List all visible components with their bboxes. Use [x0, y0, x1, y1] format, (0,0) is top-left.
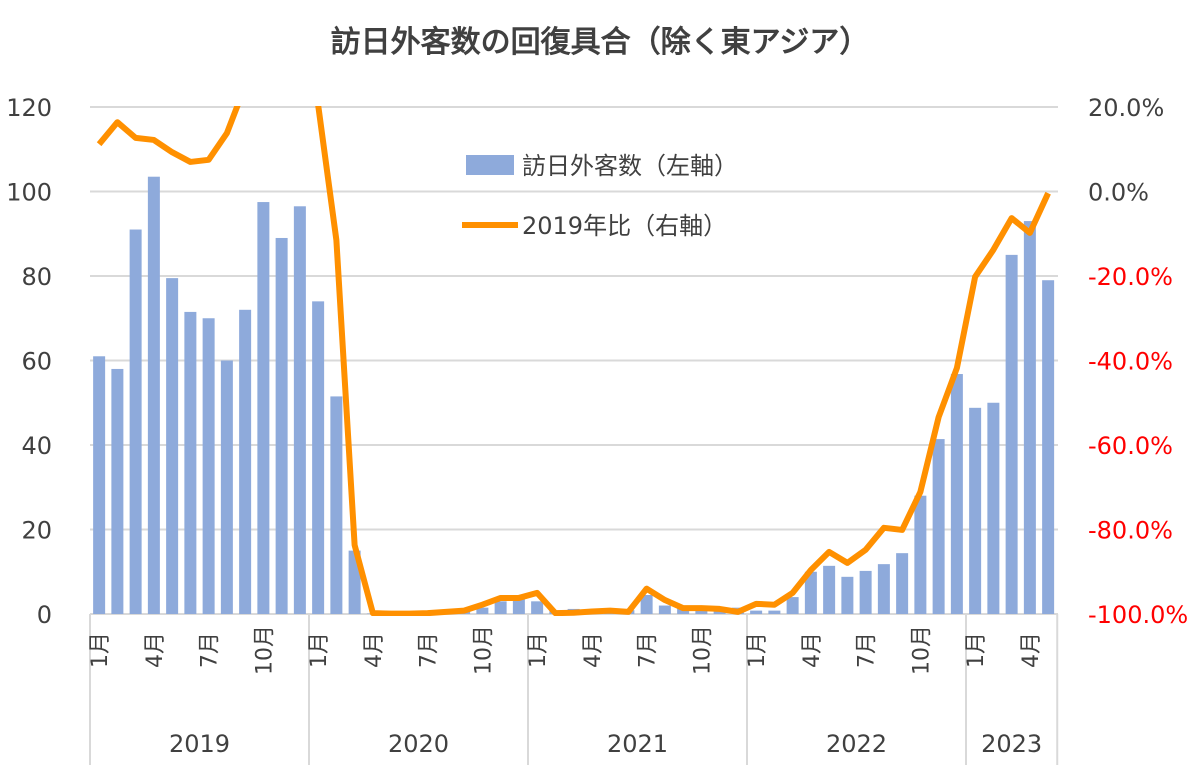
- bar: [951, 374, 963, 614]
- year-label: 2019: [169, 730, 230, 758]
- bar: [659, 606, 671, 614]
- bar: [221, 361, 233, 615]
- chart-title: 訪日外客数の回復具合（除く東アジア）: [331, 25, 870, 60]
- gridlines: [90, 107, 1058, 614]
- month-tick-label: 7月: [855, 632, 880, 668]
- bar: [330, 396, 342, 614]
- bar-series: [93, 177, 1054, 614]
- bar: [148, 177, 160, 614]
- right-axis: -100.0% -80.0% -60.0% -40.0% -20.0% 0.0% 20.0%: [1088, 94, 1188, 629]
- bar: [130, 230, 142, 614]
- month-tick-label: 4月: [581, 632, 606, 668]
- month-tick-label: 10月: [909, 625, 934, 675]
- year-label: 2020: [388, 730, 449, 758]
- bar: [878, 564, 890, 614]
- month-tick-label: 4月: [143, 632, 168, 668]
- left-tick-label: 20: [21, 517, 52, 545]
- legend-line-label: 2019年比（右軸）: [522, 212, 727, 240]
- bar: [750, 611, 762, 614]
- month-tick-label: 1月: [88, 632, 113, 668]
- bar: [257, 202, 269, 614]
- bar: [969, 408, 981, 614]
- month-tick-label: 7月: [198, 632, 223, 668]
- bar: [768, 611, 780, 614]
- right-tick-label: -100.0%: [1088, 601, 1188, 629]
- bar: [513, 599, 525, 614]
- bar: [987, 403, 999, 614]
- bar: [93, 356, 105, 614]
- bar: [184, 312, 196, 614]
- right-tick-label: -60.0%: [1088, 432, 1173, 460]
- bar: [531, 601, 543, 614]
- bar: [166, 278, 178, 614]
- month-tick-label: 1月: [307, 632, 332, 668]
- month-tick-label: 1月: [745, 632, 770, 668]
- bar: [495, 601, 507, 614]
- month-tick-label: 7月: [417, 632, 442, 668]
- bar: [860, 571, 872, 614]
- left-axis: 0 20 40 60 80 100 120: [6, 94, 52, 629]
- right-tick-label: -20.0%: [1088, 263, 1173, 291]
- left-tick-label: 80: [21, 263, 52, 291]
- bar: [312, 301, 324, 614]
- left-tick-label: 0: [37, 601, 52, 629]
- left-tick-label: 60: [21, 348, 52, 376]
- month-tick-label: 1月: [964, 632, 989, 668]
- legend-bar-swatch: [466, 155, 514, 175]
- bar: [787, 597, 799, 614]
- month-tick-label: 4月: [1019, 632, 1044, 668]
- month-tick-label: 7月: [636, 632, 661, 668]
- bar: [111, 369, 123, 614]
- bar: [896, 553, 908, 614]
- legend-bar-label: 訪日外客数（左軸）: [522, 152, 738, 180]
- bar: [933, 439, 945, 614]
- left-tick-label: 120: [6, 94, 52, 122]
- bar: [1006, 255, 1018, 614]
- bar: [203, 318, 215, 614]
- month-tick-label: 10月: [252, 625, 277, 675]
- right-tick-label: -40.0%: [1088, 348, 1173, 376]
- month-tick-label: 10月: [690, 625, 715, 675]
- right-tick-label: -80.0%: [1088, 517, 1173, 545]
- right-tick-label: 0.0%: [1088, 179, 1149, 207]
- month-tick-label: 10月: [471, 625, 496, 675]
- bar: [1042, 280, 1054, 614]
- month-tick-label: 4月: [362, 632, 387, 668]
- left-tick-label: 100: [6, 179, 52, 207]
- bar: [294, 206, 306, 614]
- x-axis: 1月 4月 7月 10月 2019 1月 4月 7月 10月 2020 1月 4月 7月 10月 2021 1…: [88, 614, 1057, 765]
- year-label: 2023: [981, 730, 1042, 758]
- bar: [1024, 221, 1036, 614]
- bar: [276, 238, 288, 614]
- bar: [841, 577, 853, 614]
- left-tick-label: 40: [21, 432, 52, 460]
- month-tick-label: 1月: [526, 632, 551, 668]
- legend: 訪日外客数（左軸） 2019年比（右軸）: [462, 152, 738, 240]
- bar: [823, 566, 835, 614]
- month-tick-label: 4月: [800, 632, 825, 668]
- bar: [239, 310, 251, 614]
- year-label: 2021: [607, 730, 668, 758]
- right-tick-label: 20.0%: [1088, 94, 1164, 122]
- year-label: 2022: [826, 730, 887, 758]
- bar: [914, 496, 926, 614]
